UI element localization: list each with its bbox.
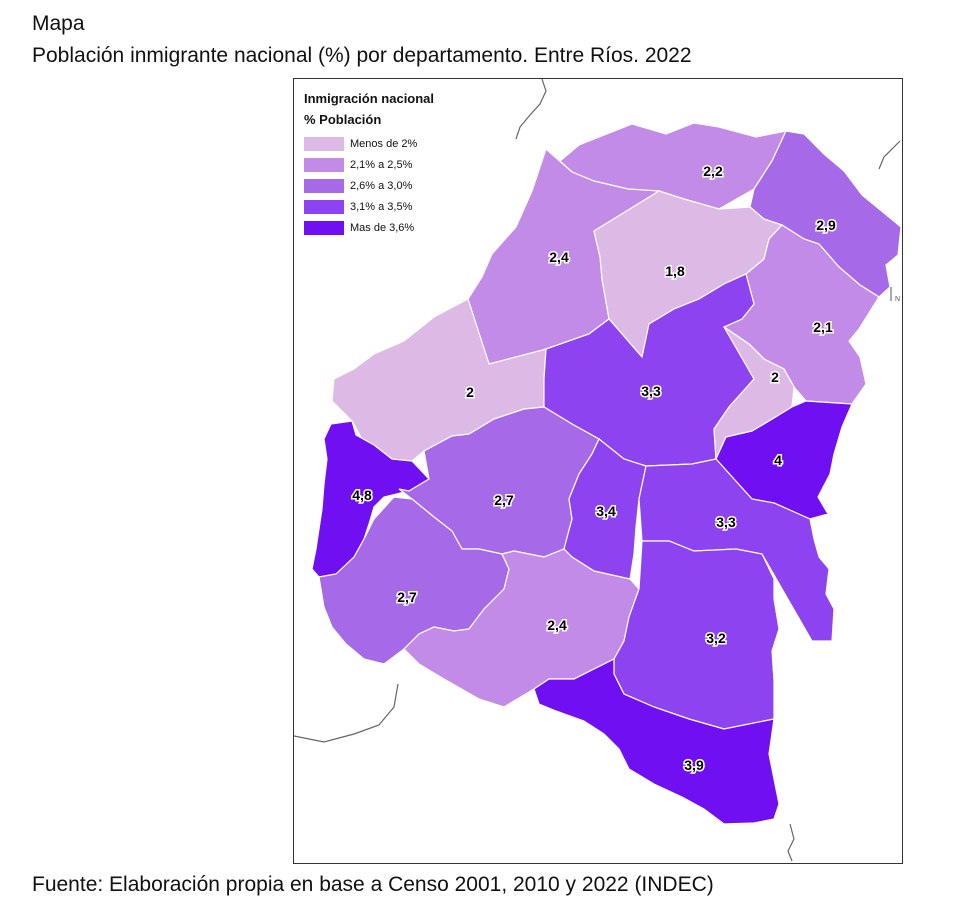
border-line-north (515, 79, 547, 140)
map-frame: 2,2 2,9 2,4 1,8 2,1 2 3,3 2 4 4,8 2,7 3,4 3,3 2,7 2,4 3… (293, 78, 903, 864)
legend-label: Mas de 3,6% (350, 221, 415, 234)
province-map: 2,2 2,9 2,4 1,8 2,1 2 3,3 2 4 4,8 2,7 3,4 3,3 2,7 2,4 3… (294, 79, 902, 862)
legend-item: Mas de 3,6% (304, 217, 434, 238)
legend-item: 2,6% a 3,0% (304, 175, 434, 196)
legend-item: 2,1% a 2,5% (304, 154, 434, 175)
department-value-label: 3,4 (596, 503, 616, 519)
department-value-label: 3,2 (706, 630, 726, 646)
legend-label: 2,1% a 2,5% (350, 158, 413, 171)
legend-swatch (304, 220, 344, 235)
department-value-label: 2 (466, 384, 474, 400)
legend-label: Menos de 2% (350, 137, 418, 150)
department-value-label: 2,9 (816, 217, 836, 233)
department-value-label: 2 (771, 369, 779, 385)
department-value-label: 1,8 (665, 263, 685, 279)
department-value-label: 2,2 (703, 163, 723, 179)
department-value-label: 4,8 (352, 487, 372, 503)
department-value-label: 3,3 (641, 383, 661, 399)
legend-swatch (304, 136, 344, 151)
legend-label: 2,6% a 3,0% (350, 179, 413, 192)
department-value-label: 2,7 (494, 492, 514, 508)
legend-swatch (304, 199, 344, 214)
legend-label: 3,1% a 3,5% (350, 200, 413, 213)
legend-swatch (304, 157, 344, 172)
map-title: Población inmigrante nacional (%) por de… (32, 44, 692, 67)
compass-icon: N (890, 287, 900, 303)
legend-swatch (304, 178, 344, 193)
legend-item: Menos de 2% (304, 133, 434, 154)
legend-title: Inmigración nacional (304, 91, 435, 106)
legend-subtitle: % Población (304, 112, 382, 127)
legend-item: 3,1% a 3,5% (304, 196, 434, 217)
map-kicker: Mapa (32, 12, 85, 35)
department-value-label: 3,9 (684, 757, 704, 773)
department-value-label: 2,1 (813, 319, 833, 335)
compass-label: N (895, 296, 900, 303)
department-value-label: 2,4 (549, 249, 569, 265)
border-line-south (787, 823, 795, 862)
department-value-label: 4 (774, 452, 782, 468)
map-legend: Inmigración nacional % Población Menos d… (304, 91, 434, 238)
border-line-east (878, 140, 901, 170)
department-value-label: 3,3 (716, 514, 736, 530)
department-value-label: 2,7 (397, 589, 417, 605)
source-note: Fuente: Elaboración propia en base a Cen… (32, 873, 714, 896)
department-region (533, 658, 780, 825)
department-value-label: 2,4 (547, 617, 567, 633)
border-line-southwest (294, 683, 399, 743)
